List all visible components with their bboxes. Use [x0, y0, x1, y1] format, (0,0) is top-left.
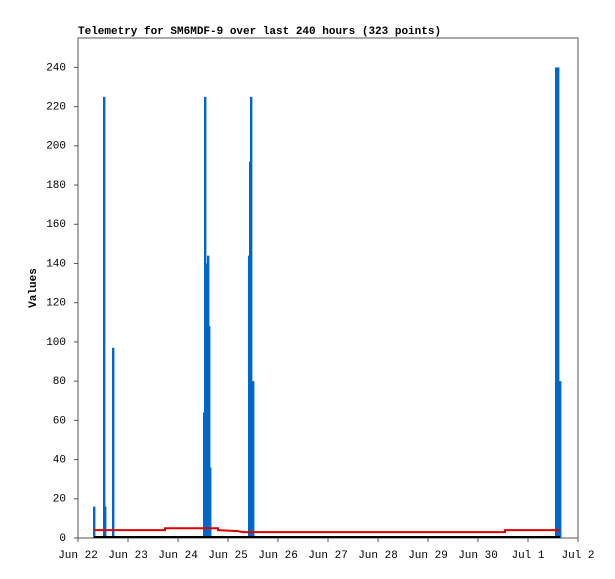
x-tick-label: Jun 28: [358, 550, 398, 562]
y-tick-label: 20: [53, 494, 66, 506]
y-tick-label: 220: [46, 102, 66, 114]
data-line: [94, 527, 560, 534]
y-tick-label: 100: [46, 337, 66, 349]
y-tick-label: 200: [46, 141, 66, 153]
y-tick-label: 40: [53, 454, 66, 466]
y-tick-label: 60: [53, 415, 66, 427]
x-tick-label: Jun 29: [408, 550, 448, 562]
y-axis-label: Values: [28, 268, 40, 308]
y-tick-label: 0: [59, 533, 66, 545]
bar: [559, 381, 562, 538]
bar: [557, 67, 560, 538]
x-tick-label: Jun 27: [308, 550, 348, 562]
y-tick-label: 80: [53, 376, 66, 388]
y-tick-label: 240: [46, 62, 66, 74]
x-tick-label: Jun 30: [458, 550, 498, 562]
x-tick-label: Jun 23: [108, 550, 148, 562]
bar: [103, 96, 106, 538]
x-tick-label: Jun 25: [208, 550, 248, 562]
y-tick-label: 120: [46, 298, 66, 310]
y-tick-label: 180: [46, 180, 66, 192]
bar: [209, 467, 212, 538]
bar: [252, 381, 255, 538]
x-tick-label: Jul 1: [511, 550, 544, 562]
bar: [208, 326, 211, 538]
bar: [93, 506, 96, 538]
bar: [555, 67, 558, 538]
y-tick-label: 140: [46, 258, 66, 270]
bar: [104, 506, 107, 538]
x-tick-label: Jun 26: [258, 550, 298, 562]
bar: [112, 347, 115, 538]
y-tick-label: 160: [46, 219, 66, 231]
bar: [250, 96, 253, 538]
x-tick-label: Jun 24: [158, 550, 198, 562]
x-tick-label: Jun 22: [58, 550, 98, 562]
chart-title: Telemetry for SM6MDF-9 over last 240 hou…: [78, 26, 441, 38]
x-tick-label: Jul 2: [561, 550, 594, 562]
